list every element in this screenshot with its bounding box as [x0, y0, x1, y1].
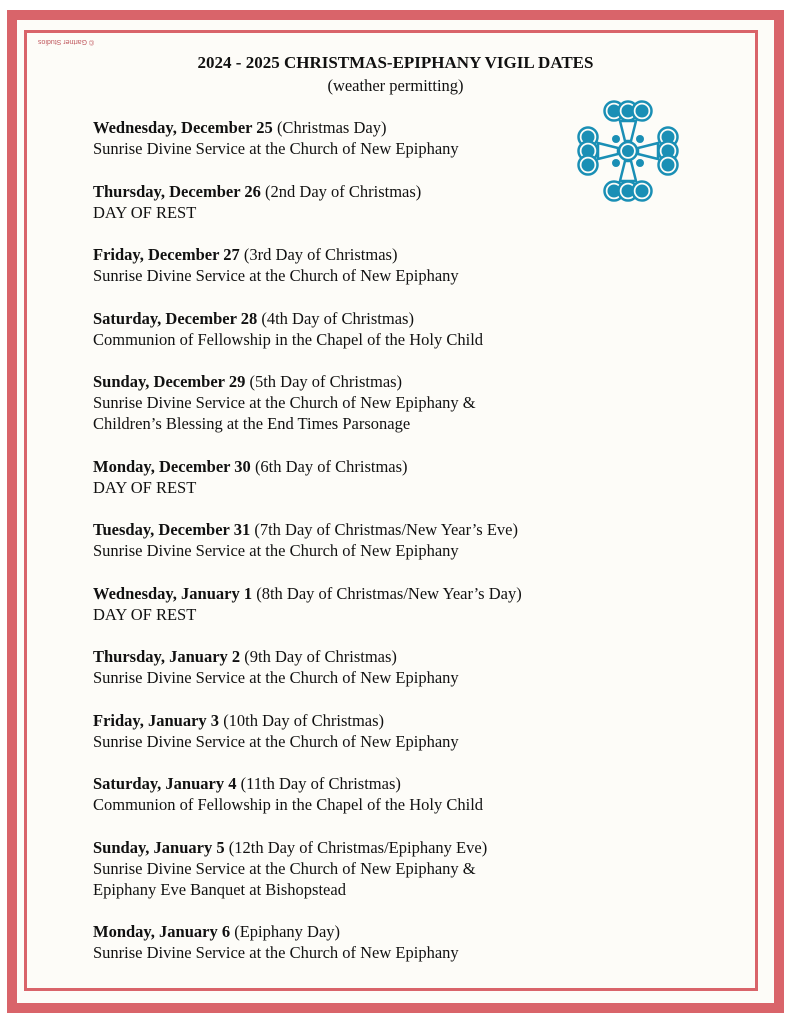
entry-note: (10th Day of Christmas) [219, 710, 385, 730]
entry-description: Epiphany Eve Banquet at Bishopstead [93, 879, 346, 899]
entry-heading: Saturday, January 4 (11th Day of Christm… [93, 773, 653, 794]
entry-heading: Monday, December 30 (6th Day of Christma… [93, 456, 653, 477]
entry-heading: Thursday, January 2 (9th Day of Christma… [93, 646, 653, 667]
entry-description: Communion of Fellowship in the Chapel of… [93, 329, 484, 349]
entry-date: Tuesday, December 31 [93, 520, 251, 539]
vigil-entry: Monday, December 30 (6th Day of Christma… [93, 456, 653, 498]
logo-circle [636, 135, 644, 143]
entry-date: Saturday, January 4 [93, 774, 237, 793]
entry-note: (5th Day of Christmas) [245, 372, 403, 391]
vigil-entry: Sunday, December 29 (5th Day of Christma… [93, 371, 653, 434]
logo-arm [636, 141, 660, 161]
entry-description: Sunrise Divine Service at the Church of … [93, 266, 459, 285]
vigil-entry: Wednesday, January 1 (8th Day of Christm… [93, 583, 653, 625]
logo-arm [596, 141, 620, 161]
logo-circle [612, 135, 620, 143]
vigil-entry: Friday, December 27 (3rd Day of Christma… [93, 244, 653, 286]
logo-circle [612, 159, 620, 167]
entry-date: Friday, December 27 [93, 245, 240, 264]
vigil-entry: Friday, January 3 (10th Day of Christmas… [93, 710, 653, 752]
entry-note: (3rd Day of Christmas) [239, 245, 398, 264]
page-subtitle: (weather permitting) [327, 76, 464, 95]
vigil-entry: Sunday, January 5 (12th Day of Christmas… [93, 837, 653, 900]
entry-note: (11th Day of Christmas) [236, 774, 401, 793]
entry-date: Monday, January 6 [93, 922, 231, 941]
entry-heading: Monday, January 6 (Epiphany Day) [93, 921, 653, 942]
entry-date: Friday, January 3 [93, 710, 220, 730]
entry-heading: Wednesday, December 25 (Christmas Day) [93, 117, 653, 138]
logo-circle [622, 145, 634, 157]
entry-heading: Saturday, December 28 (4th Day of Christ… [93, 308, 653, 329]
copyright-credit: © Gartner Studios [38, 38, 95, 45]
entry-description: Sunrise Divine Service at the Church of … [93, 731, 459, 751]
entry-note: (12th Day of Christmas/Epiphany Eve) [224, 837, 488, 857]
entry-date: Wednesday, January 1 [93, 583, 253, 603]
entry-date: Wednesday, December 25 [93, 118, 273, 137]
cross-of-circles-icon [577, 100, 679, 202]
entry-description: Children’s Blessing at the End Times Par… [93, 414, 411, 433]
vigil-entry: Thursday, December 26 (2nd Day of Christ… [93, 181, 653, 223]
vigil-entry: Wednesday, December 25 (Christmas Day) Su… [93, 117, 653, 159]
vigil-entry: Thursday, January 2 (9th Day of Christma… [93, 646, 653, 688]
entry-date: Saturday, December 28 [93, 308, 258, 328]
logo-circle [581, 130, 595, 144]
logo-circle [661, 158, 675, 172]
entry-heading: Tuesday, December 31 (7th Day of Christm… [93, 519, 653, 540]
entry-heading: Friday, December 27 (3rd Day of Christma… [93, 244, 653, 265]
entry-heading: Friday, January 3 (10th Day of Christmas… [93, 710, 653, 731]
entry-description: Sunrise Divine Service at the Church of … [93, 858, 476, 878]
vigil-entry: Tuesday, December 31 (7th Day of Christm… [93, 519, 653, 561]
logo-circle [621, 104, 635, 118]
logo-circle [581, 158, 595, 172]
entry-heading: Wednesday, January 1 (8th Day of Christm… [93, 583, 653, 604]
logo-circle [636, 159, 644, 167]
entry-description: Sunrise Divine Service at the Church of … [93, 393, 476, 412]
page-title: 2024 - 2025 CHRISTMAS-EPIPHANY VIGIL DAT… [197, 53, 594, 72]
entry-heading: Sunday, January 5 (12th Day of Christmas… [93, 837, 653, 858]
entry-description: DAY OF REST [93, 477, 197, 497]
entry-description: Sunrise Divine Service at the Church of … [93, 541, 459, 560]
entry-date: Thursday, January 2 [93, 647, 241, 666]
entry-note: (6th Day of Christmas) [250, 456, 408, 476]
entry-date: Sunday, December 29 [93, 372, 246, 391]
entry-description: Sunrise Divine Service at the Church of … [93, 668, 459, 687]
logo-arm [618, 119, 638, 143]
logo-circle [607, 184, 621, 198]
logo-circle [635, 104, 649, 118]
logo-circle [661, 144, 675, 158]
entry-description: DAY OF REST [93, 202, 197, 222]
entry-note: (7th Day of Christmas/New Year’s Eve) [250, 520, 518, 539]
entry-description: Communion of Fellowship in the Chapel of… [93, 795, 484, 814]
logo-circle [581, 144, 595, 158]
vigil-entry: Saturday, December 28 (4th Day of Christ… [93, 308, 653, 350]
logo-circle [607, 104, 621, 118]
entry-heading: Thursday, December 26 (2nd Day of Christ… [93, 181, 653, 202]
entry-note: (Epiphany Day) [230, 922, 341, 941]
logo-arm [618, 159, 638, 183]
entry-note: (Christmas Day) [272, 118, 387, 137]
entry-description: Sunrise Divine Service at the Church of … [93, 139, 459, 158]
vigil-date-list: Wednesday, December 25 (Christmas Day) Su… [93, 117, 653, 985]
entry-heading: Sunday, December 29 (5th Day of Christma… [93, 371, 653, 392]
entry-note: (8th Day of Christmas/New Year’s Day) [252, 583, 522, 603]
entry-description: DAY OF REST [93, 604, 197, 624]
entry-note: (4th Day of Christmas) [257, 308, 414, 328]
entry-description: Sunrise Divine Service at the Church of … [93, 943, 459, 962]
entry-note: (9th Day of Christmas) [240, 647, 397, 666]
vigil-entry: Monday, January 6 (Epiphany Day) Sunrise … [93, 921, 653, 963]
logo-circle [635, 184, 649, 198]
logo-circle [661, 130, 675, 144]
entry-date: Thursday, December 26 [93, 181, 261, 201]
entry-date: Monday, December 30 [93, 456, 251, 476]
logo-circle [621, 184, 635, 198]
vigil-entry: Saturday, January 4 (11th Day of Christm… [93, 773, 653, 815]
entry-date: Sunday, January 5 [93, 837, 225, 857]
entry-note: (2nd Day of Christmas) [260, 181, 422, 201]
